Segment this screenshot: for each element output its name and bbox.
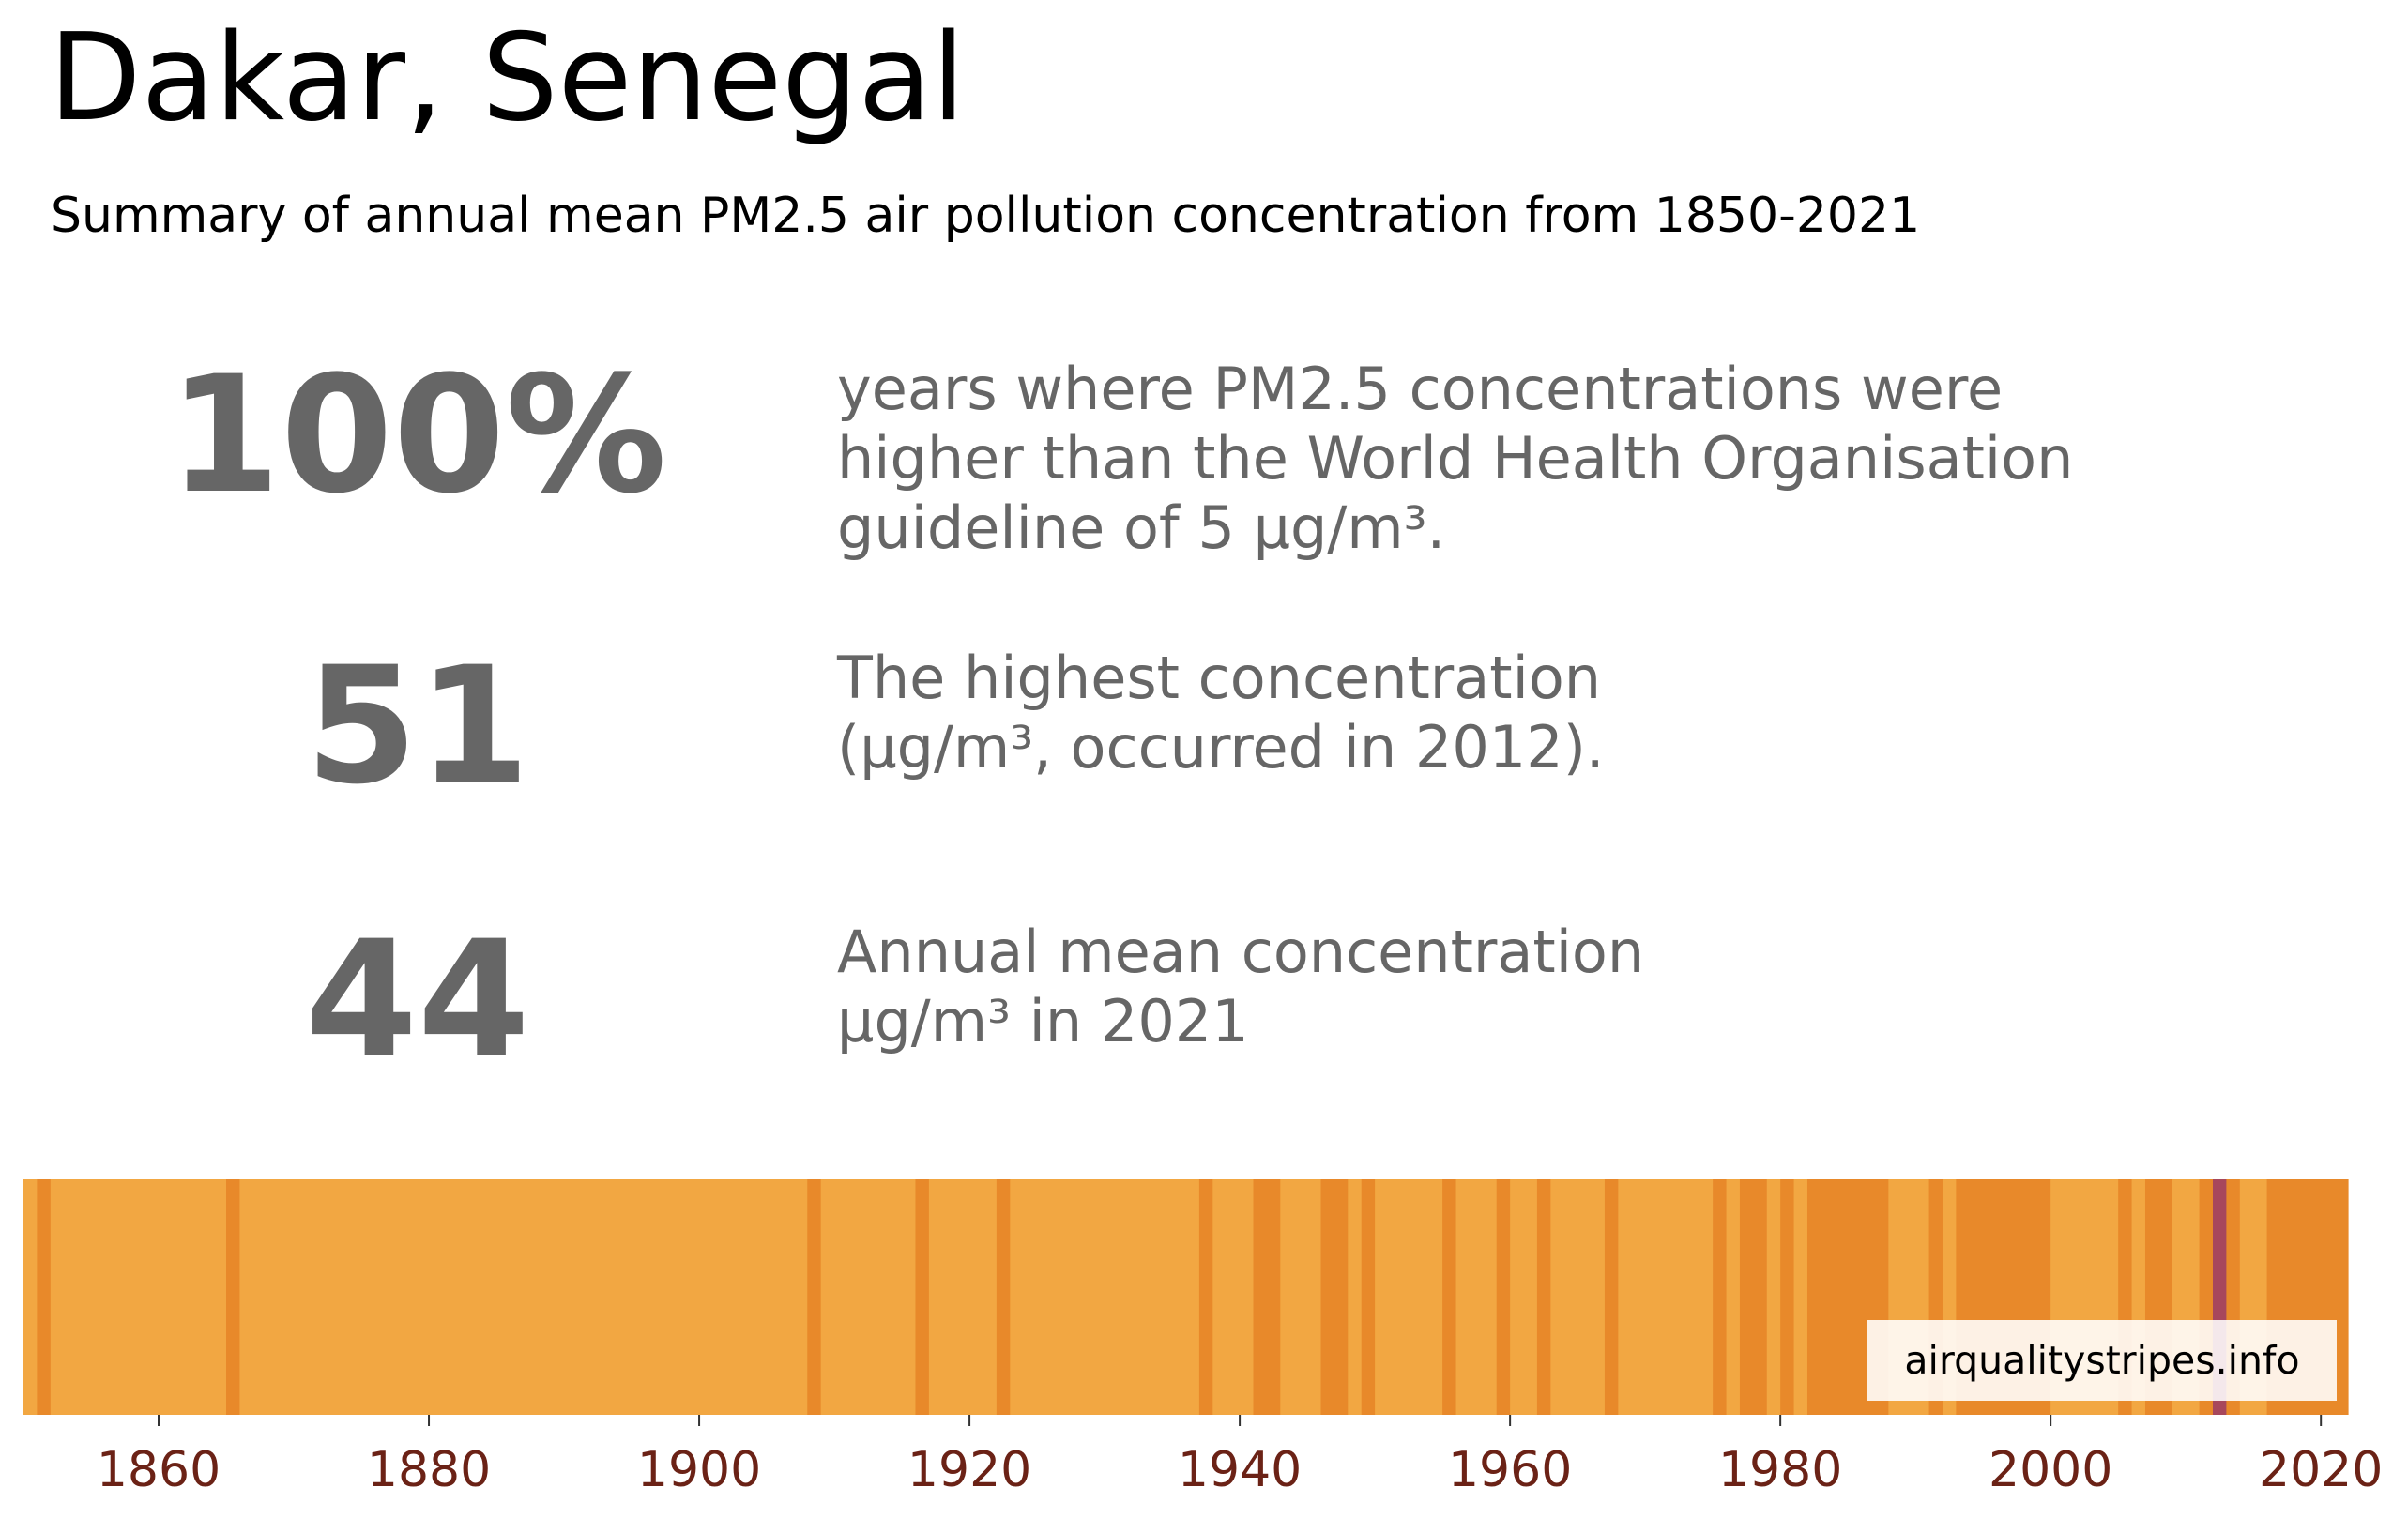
stripe-1977-1979 (1739, 1179, 1768, 1415)
stripe-1943-1946 (1280, 1179, 1322, 1415)
stripe-1962-1963 (1536, 1179, 1551, 1415)
stripe-1955-1956 (1442, 1179, 1457, 1415)
stripe-1917-1922 (928, 1179, 998, 1415)
stat-text-line: guideline of 5 µg/m³. (837, 493, 1446, 562)
stripe-1941-1943 (1253, 1179, 1281, 1415)
stat-value-annual-mean-2021: 44 (305, 905, 530, 1094)
stripe-1851-1852 (37, 1179, 52, 1415)
x-tick-label: 1880 (367, 1442, 491, 1498)
x-tick-label: 2000 (1989, 1442, 2112, 1498)
stat-text-annual-mean-2021: Annual mean concentration µg/m³ in 2021 (837, 918, 1644, 1056)
stripe-1959-1960 (1496, 1179, 1511, 1415)
x-tick-label: 1860 (97, 1442, 221, 1498)
x-tick-label: 1960 (1448, 1442, 1572, 1498)
stat-text-line: The highest concentration (837, 644, 1602, 712)
stat-text-line: Annual mean concentration (837, 918, 1645, 986)
stripe-1976-1977 (1726, 1179, 1741, 1415)
stripe-1916-1917 (915, 1179, 930, 1415)
stripe-1850-1851 (23, 1179, 38, 1415)
stripe-1967-1968 (1604, 1179, 1619, 1415)
x-tick-label: 1940 (1178, 1442, 1302, 1498)
stripe-1865-1866 (226, 1179, 241, 1415)
stat-text-line: µg/m³ in 2021 (837, 987, 1249, 1055)
stripe-1923-1937 (1010, 1179, 1200, 1415)
stripe-1909-1916 (820, 1179, 917, 1415)
stripe-1981-1982 (1793, 1179, 1808, 1415)
stripe-1937-1938 (1198, 1179, 1213, 1415)
stat-value-years-above-guideline: 100% (168, 341, 667, 529)
stripe-1963-1967 (1550, 1179, 1606, 1415)
source-credit-label: airqualitystripes.info (1867, 1320, 2337, 1401)
stripe-1979-1980 (1766, 1179, 1781, 1415)
stat-text-line: (µg/m³, occurred in 2012). (837, 713, 1605, 782)
stripe-1852-1865 (50, 1179, 227, 1415)
stripe-1922-1923 (996, 1179, 1011, 1415)
stripe-1950-1955 (1375, 1179, 1443, 1415)
stripe-1960-1962 (1510, 1179, 1538, 1415)
stat-text-highest-concentration: The highest concentration (µg/m³, occurr… (837, 644, 1605, 782)
stripe-1908-1909 (807, 1179, 822, 1415)
stripe-1946-1948 (1320, 1179, 1349, 1415)
stripe-1956-1959 (1455, 1179, 1498, 1415)
stat-value-highest-concentration: 51 (305, 631, 530, 820)
stat-text-line: years where PM2.5 concentrations were (837, 355, 2004, 423)
x-tick-label: 2020 (2259, 1442, 2383, 1498)
stripe-1938-1941 (1212, 1179, 1255, 1415)
stripe-1980-1981 (1780, 1179, 1795, 1415)
x-tick-label: 1900 (637, 1442, 761, 1498)
stripe-1866-1908 (239, 1179, 808, 1415)
stripe-1949-1950 (1361, 1179, 1376, 1415)
page-subtitle: Summary of annual mean PM2.5 air polluti… (51, 188, 1921, 244)
stripe-1968-1975 (1618, 1179, 1714, 1415)
stripe-1948-1949 (1348, 1179, 1363, 1415)
stat-text-line: higher than the World Health Organisatio… (837, 424, 2074, 493)
page-title: Dakar, Senegal (49, 8, 966, 148)
stat-text-years-above-guideline: years where PM2.5 concentrations were hi… (837, 355, 2073, 563)
x-tick-label: 1920 (907, 1442, 1031, 1498)
x-tick-label: 1980 (1718, 1442, 1842, 1498)
stripe-1975-1976 (1713, 1179, 1728, 1415)
